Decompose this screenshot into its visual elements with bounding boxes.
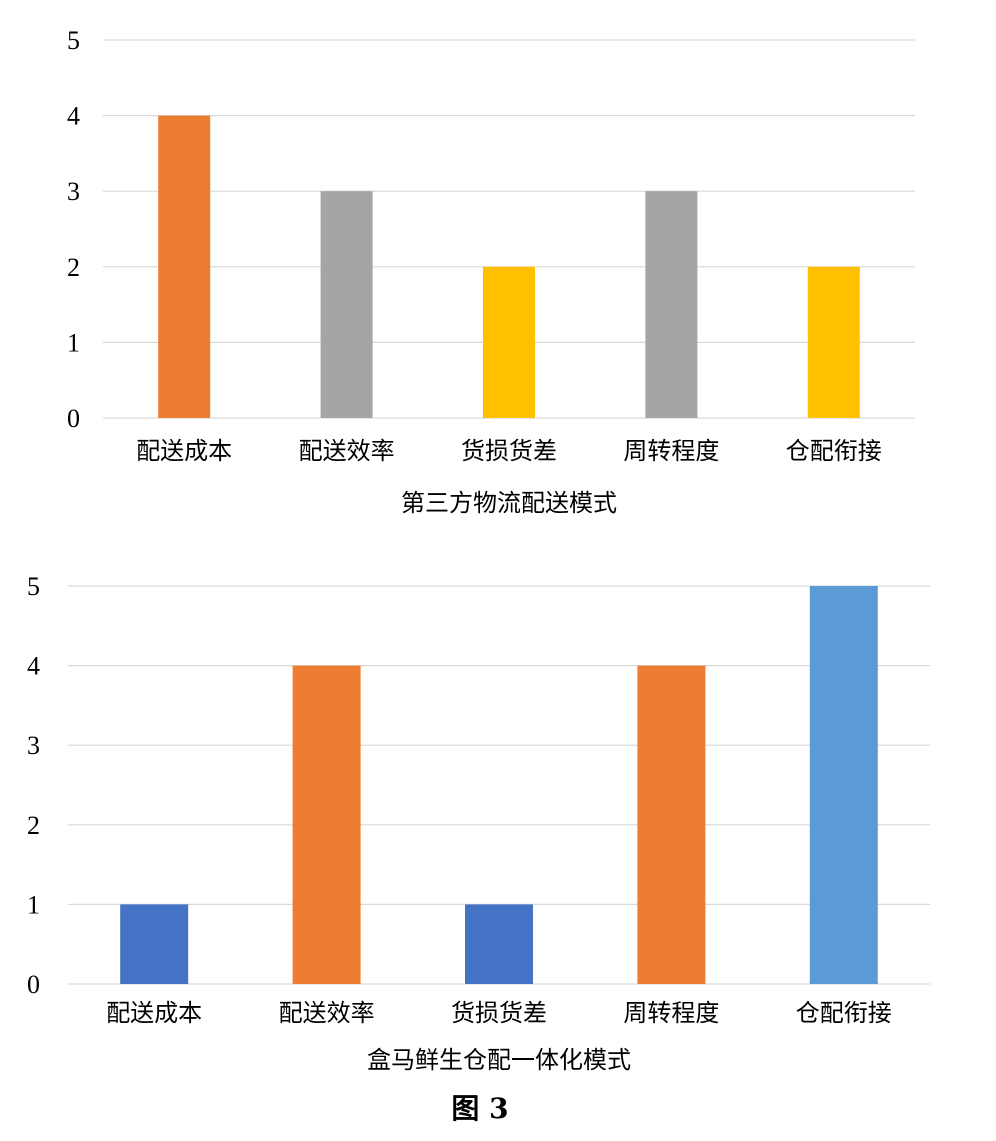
bar-1 <box>120 904 189 984</box>
x-category-label: 货损货差 <box>451 999 547 1027</box>
x-category-label: 周转程度 <box>623 437 719 465</box>
bar-5 <box>809 586 878 984</box>
x-category-label: 货损货差 <box>461 437 557 465</box>
x-axis-title: 盒马鲜生仓配一体化模式 <box>367 1046 631 1074</box>
y-tick-label: 2 <box>67 253 80 282</box>
figure-caption: 图 3 <box>451 1092 508 1125</box>
x-category-label: 仓配衔接 <box>786 437 882 465</box>
y-tick-label: 0 <box>67 404 80 433</box>
y-tick-label: 4 <box>67 102 80 131</box>
bar-2 <box>292 665 361 984</box>
bar-1 <box>158 115 211 418</box>
x-category-label: 配送效率 <box>279 999 375 1027</box>
bar-2 <box>320 191 373 418</box>
y-tick-label: 3 <box>67 177 80 206</box>
bar-3 <box>483 266 535 418</box>
bar-5 <box>807 266 860 418</box>
x-category-label: 周转程度 <box>623 999 719 1027</box>
x-category-label: 配送成本 <box>136 437 232 465</box>
x-category-label: 仓配衔接 <box>796 999 892 1027</box>
bar-3 <box>465 904 533 984</box>
y-tick-label: 3 <box>27 731 40 760</box>
y-tick-label: 0 <box>27 970 40 999</box>
y-tick-label: 2 <box>27 811 40 840</box>
y-tick-label: 5 <box>67 26 80 55</box>
bar-4 <box>637 665 706 984</box>
y-tick-label: 1 <box>67 328 80 357</box>
y-tick-label: 1 <box>27 890 40 919</box>
bar-4 <box>645 191 698 418</box>
y-tick-label: 5 <box>27 572 40 601</box>
x-category-label: 配送成本 <box>106 999 202 1027</box>
x-category-label: 配送效率 <box>299 437 395 465</box>
y-tick-label: 4 <box>27 652 40 681</box>
x-axis-title: 第三方物流配送模式 <box>401 489 617 517</box>
